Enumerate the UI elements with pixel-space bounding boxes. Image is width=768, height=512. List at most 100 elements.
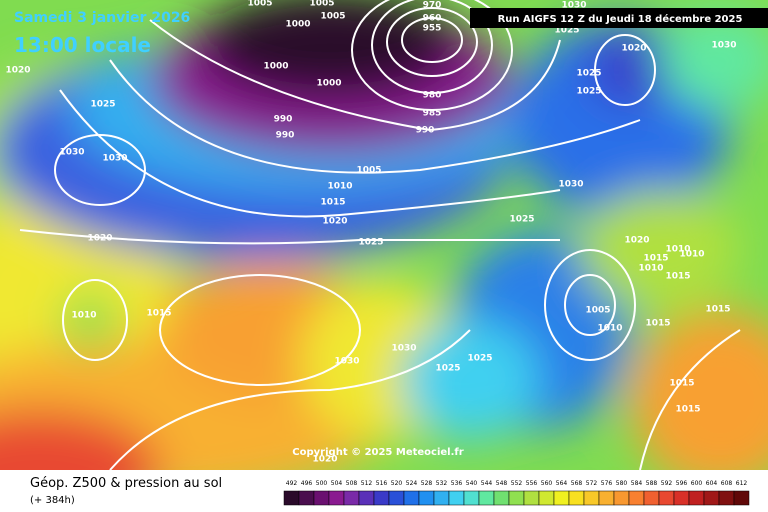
legend-value: 520 — [391, 480, 403, 487]
isobar-label: 990 — [276, 131, 295, 141]
isobar-label: 1005 — [356, 166, 381, 176]
isobar-label: 970 — [423, 1, 442, 11]
legend-value: 612 — [736, 480, 748, 487]
isobar-label: 1020 — [87, 234, 112, 244]
legend-value: 576 — [601, 480, 613, 487]
isobar-label: 1010 — [679, 250, 704, 260]
legend-swatch — [568, 490, 585, 506]
legend-swatch — [643, 490, 660, 506]
isobar-label: 1025 — [509, 215, 534, 225]
isobar-label: 1020 — [624, 236, 649, 246]
time: 13:00 locale — [14, 33, 151, 57]
legend-swatch — [448, 490, 465, 506]
legend-swatch — [733, 490, 750, 506]
isobars — [19, 0, 741, 470]
isobar-label: 1005 — [309, 0, 334, 9]
legend-swatch — [658, 490, 675, 506]
isobar-label: 1020 — [5, 66, 30, 76]
legend-swatch — [298, 490, 315, 506]
legend-value: 588 — [646, 480, 658, 487]
isobar-label: 1015 — [665, 272, 690, 282]
isobar-label: 1010 — [597, 324, 622, 334]
legend-swatch — [478, 490, 495, 506]
legend-swatch — [508, 490, 525, 506]
legend-value: 496 — [301, 480, 313, 487]
legend-value: 552 — [511, 480, 523, 487]
isobar-label: 1020 — [621, 44, 646, 54]
legend-value: 564 — [556, 480, 568, 487]
legend-swatch — [673, 490, 690, 506]
isobar-label: 1025 — [435, 364, 460, 374]
legend-value: 556 — [526, 480, 538, 487]
legend-value: 540 — [466, 480, 478, 487]
legend-value: 508 — [346, 480, 358, 487]
isobar-label: 985 — [423, 109, 442, 119]
legend-title: Géop. Z500 & pression au sol — [30, 476, 222, 491]
legend-value: 504 — [331, 480, 343, 487]
isobar-label: 1010 — [71, 311, 96, 321]
legend-value: 608 — [721, 480, 733, 487]
isobar-label: 1030 — [558, 180, 583, 190]
legend-value: 528 — [421, 480, 433, 487]
legend-scale: 492 496 500 504 508 512 516 520 524 528 532 536 540 5… — [283, 480, 750, 506]
legend-value: 572 — [586, 480, 598, 487]
legend-swatch — [433, 490, 450, 506]
isobar-label: 955 — [423, 24, 442, 34]
isobar-label: 1015 — [705, 305, 730, 315]
legend-value: 596 — [676, 480, 688, 487]
isobar-label: 1025 — [576, 87, 601, 97]
isobar-label: 1005 — [247, 0, 272, 9]
isobar-label: 1030 — [102, 154, 127, 164]
legend-swatch — [718, 490, 735, 506]
legend-value: 516 — [376, 480, 388, 487]
legend-swatch — [403, 490, 420, 506]
isobar-label: 1025 — [467, 354, 492, 364]
isobar-label: 1005 — [585, 306, 610, 316]
isobar-label: 990 — [274, 115, 293, 125]
isobar-label: 1015 — [146, 309, 171, 319]
legend-value: 492 — [286, 480, 298, 487]
isobar-label: 1025 — [576, 69, 601, 79]
isobar-label: 1020 — [312, 455, 337, 465]
isobar-label: 1025 — [554, 26, 579, 36]
isobar-label: 1010 — [665, 245, 690, 255]
isobar-label: 960 — [423, 14, 442, 24]
isobar-label: 990 — [416, 126, 435, 136]
isobar-label: 1030 — [561, 1, 586, 11]
isobar-label: 1005 — [320, 12, 345, 22]
legend-swatch — [688, 490, 705, 506]
legend-value: 568 — [571, 480, 583, 487]
legend-swatch — [463, 490, 480, 506]
isobar-label: 1030 — [711, 41, 736, 51]
isobar-label: 1025 — [358, 238, 383, 248]
legend-swatch — [358, 490, 375, 506]
isobar-label: 1030 — [334, 357, 359, 367]
legend-value: 548 — [496, 480, 508, 487]
isobar-label: 1015 — [645, 319, 670, 329]
isobar-label: 1015 — [320, 198, 345, 208]
isobar-label: 980 — [423, 91, 442, 101]
isobar-label: 1015 — [643, 254, 668, 264]
legend-swatch — [418, 490, 435, 506]
legend-value: 512 — [361, 480, 373, 487]
legend-value: 544 — [481, 480, 493, 487]
legend-swatch — [328, 490, 345, 506]
legend-swatch — [493, 490, 510, 506]
legend-value: 532 — [436, 480, 448, 487]
legend-value: 536 — [451, 480, 463, 487]
legend-swatch — [613, 490, 630, 506]
legend-swatch — [283, 490, 300, 506]
legend-value: 500 — [316, 480, 328, 487]
legend-swatch — [313, 490, 330, 506]
isobar-label: 1000 — [316, 79, 341, 89]
legend-value: 600 — [691, 480, 703, 487]
isobar-label: 1020 — [322, 217, 347, 227]
isobar-label: 1010 — [638, 264, 663, 274]
run-box — [470, 8, 768, 28]
isobar-label: 1000 — [285, 20, 310, 30]
legend-swatch — [523, 490, 540, 506]
legend-value: 524 — [406, 480, 418, 487]
